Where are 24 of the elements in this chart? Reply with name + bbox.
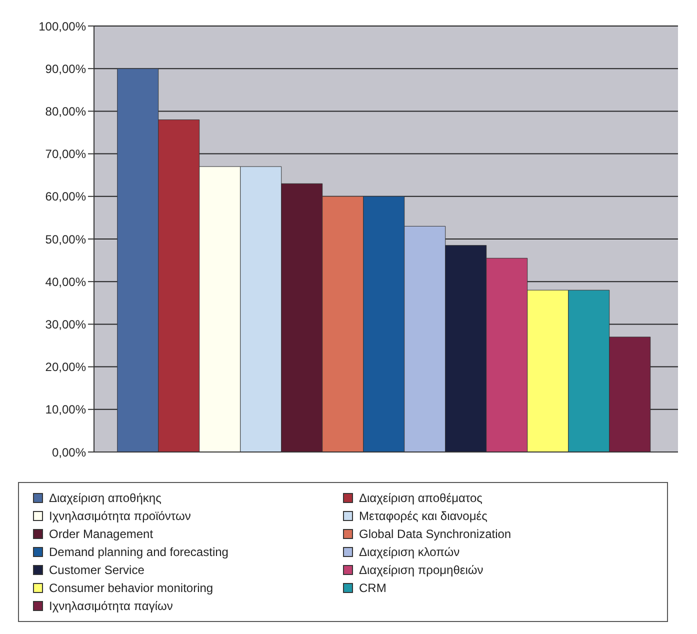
y-tick-label: 0,00% [52,445,86,460]
legend-label: Consumer behavior monitoring [48,581,214,595]
y-tick-label: 80,00% [45,104,86,118]
y-tick-label: 10,00% [45,402,86,417]
legend-label: Διαχείριση κλοπών [358,545,461,559]
legend-label: Μεταφορές και διανομές [358,509,488,523]
y-tick-label: 60,00% [45,190,86,204]
legend-label: CRM [358,581,388,595]
y-tick-label: 40,00% [45,274,86,289]
y-tick-label: 90,00% [45,62,86,76]
y-tick-label: 20,00% [45,360,86,374]
legend-label: Διαχείριση προμηθειών [358,563,484,577]
legend-label: Global Data Synchronization [358,527,512,541]
legend-label: Διαχείριση αποθέματος [358,491,484,505]
legend-label: Demand planning and forecasting [48,545,230,559]
y-tick-label: 70,00% [45,147,86,162]
legend-label: Ιχνηλασιμότητα προϊόντων [48,509,192,523]
legend-label: Ιχνηλασιμότητα παγίων [48,599,174,613]
legend-label: Customer Service [48,563,146,577]
y-tick-label: 50,00% [45,232,86,246]
y-tick-label: 30,00% [45,317,86,332]
y-tick-label: 100,00% [38,19,86,34]
legend-label: Διαχείριση αποθήκης [48,491,162,505]
legend-label: Order Management [48,527,154,541]
